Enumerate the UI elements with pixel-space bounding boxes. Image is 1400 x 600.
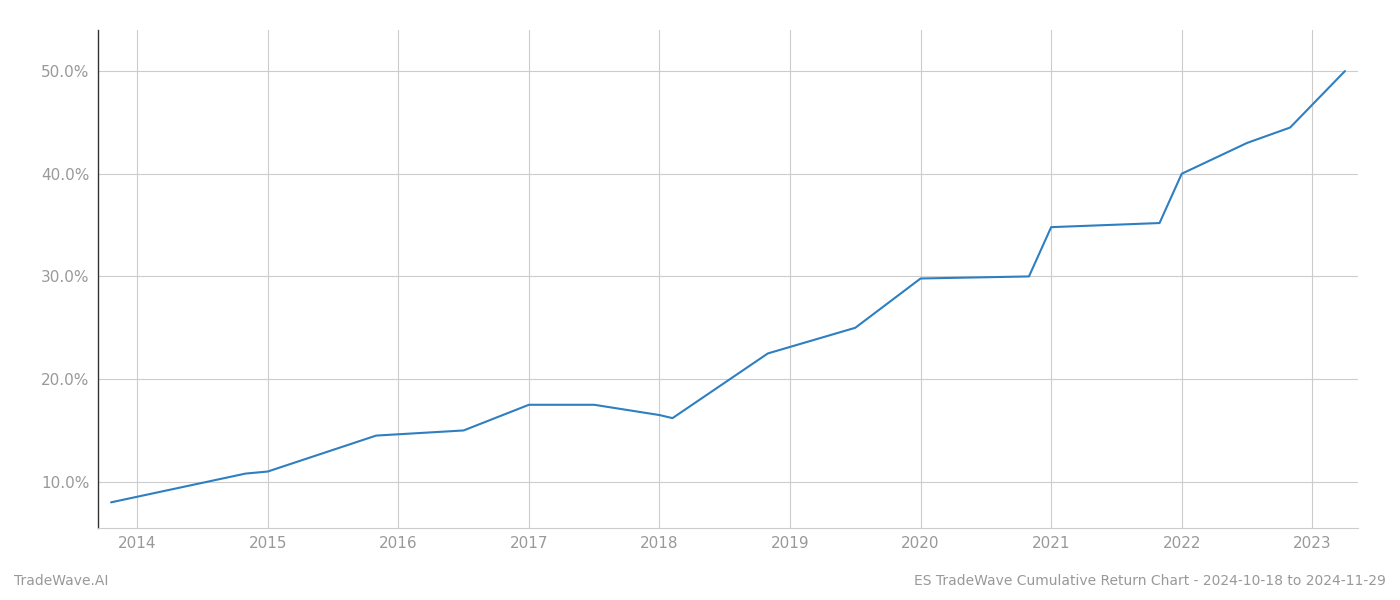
Text: ES TradeWave Cumulative Return Chart - 2024-10-18 to 2024-11-29: ES TradeWave Cumulative Return Chart - 2…: [914, 574, 1386, 588]
Text: TradeWave.AI: TradeWave.AI: [14, 574, 108, 588]
